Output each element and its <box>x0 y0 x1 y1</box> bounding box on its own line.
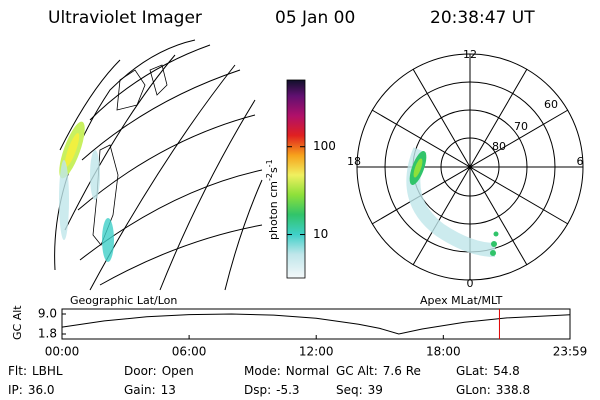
field-value: 36.0 <box>28 383 55 397</box>
field-value: LBHL <box>32 364 63 378</box>
timeline-frame <box>61 308 571 340</box>
field-value: 13 <box>161 383 176 397</box>
footer-field: Dsp: -5.3 <box>244 383 300 397</box>
lat-label: 80 <box>492 140 506 153</box>
lat-label: 60 <box>544 98 558 111</box>
field-label: GLon: <box>456 383 491 397</box>
field-label: Door: <box>124 364 157 378</box>
mlt-label: 0 <box>467 277 474 290</box>
footer: Flt: LBHL Door: Open Mode: Normal GC Alt: 7.6 R… <box>8 364 530 397</box>
lat-label: 70 <box>514 120 528 133</box>
x-tick-label: 00:00 <box>45 345 80 359</box>
time: 20:38:47 UT <box>430 8 535 28</box>
timeline-ylabel: GC Alt <box>11 305 24 340</box>
x-tick-label: 06:00 <box>172 345 207 359</box>
footer-field: Gain: 13 <box>124 383 176 397</box>
y-tick-label: 9.0 <box>38 307 57 321</box>
mlt-label: 12 <box>463 48 477 61</box>
colorbar-label: photon cm-2s-1 <box>265 159 281 240</box>
footer-field: Seq: 39 <box>336 383 383 397</box>
footer-field: Door: Open <box>124 364 194 378</box>
x-tick-label: 18:00 <box>426 345 461 359</box>
colorbar-ticks: 10 100 <box>287 139 336 241</box>
colorbar-exp2: -1 <box>265 159 274 167</box>
field-value: -5.3 <box>276 383 299 397</box>
field-label: IP: <box>8 383 23 397</box>
field-label: GLat: <box>456 364 488 378</box>
field-label: Seq: <box>336 383 363 397</box>
altitude-line <box>61 313 571 335</box>
mlt-label: 18 <box>347 155 361 168</box>
field-value: 338.8 <box>496 383 530 397</box>
colorbar <box>286 79 306 279</box>
footer-field: Flt: LBHL <box>8 364 63 378</box>
field-label: Dsp: <box>244 383 271 397</box>
footer-field: IP: 36.0 <box>8 383 55 397</box>
right-panel-label: Apex MLat/MLT <box>420 294 503 307</box>
footer-field: GC Alt: 7.6 Re <box>336 364 421 378</box>
mlt-label: 6 <box>577 155 584 168</box>
left-panel-label: Geographic Lat/Lon <box>70 294 177 307</box>
field-label: Mode: <box>244 364 281 378</box>
field-label: GC Alt: <box>336 364 378 378</box>
footer-field: Mode: Normal <box>244 364 329 378</box>
polar-plot <box>356 53 584 281</box>
field-value: 54.8 <box>493 364 520 378</box>
y-tick-label: 1.8 <box>38 327 57 341</box>
field-value: 39 <box>368 383 383 397</box>
geographic-map <box>54 39 263 291</box>
colorbar-unit2: s <box>267 167 280 173</box>
field-value: 7.6 Re <box>383 364 421 378</box>
date: 05 Jan 00 <box>275 8 355 28</box>
field-label: Gain: <box>124 383 156 397</box>
field-value: Normal <box>286 364 329 378</box>
title: Ultraviolet Imager <box>48 8 202 28</box>
field-value: Open <box>162 364 194 378</box>
timeline: 9.0 1.8 00:00 06:00 12:00 18:00 23:59 <box>38 307 587 359</box>
colorbar-unit: photon cm <box>267 181 280 240</box>
footer-field: GLat: 54.8 <box>456 364 520 378</box>
colorbar-exp: -2 <box>265 173 274 181</box>
colorbar-tick-label: 10 <box>313 227 328 241</box>
footer-field: GLon: 338.8 <box>456 383 530 397</box>
field-label: Flt: <box>8 364 27 378</box>
x-tick-label: 12:00 <box>299 345 334 359</box>
colorbar-tick-label: 100 <box>313 139 336 153</box>
x-tick-label: 23:59 <box>553 345 588 359</box>
